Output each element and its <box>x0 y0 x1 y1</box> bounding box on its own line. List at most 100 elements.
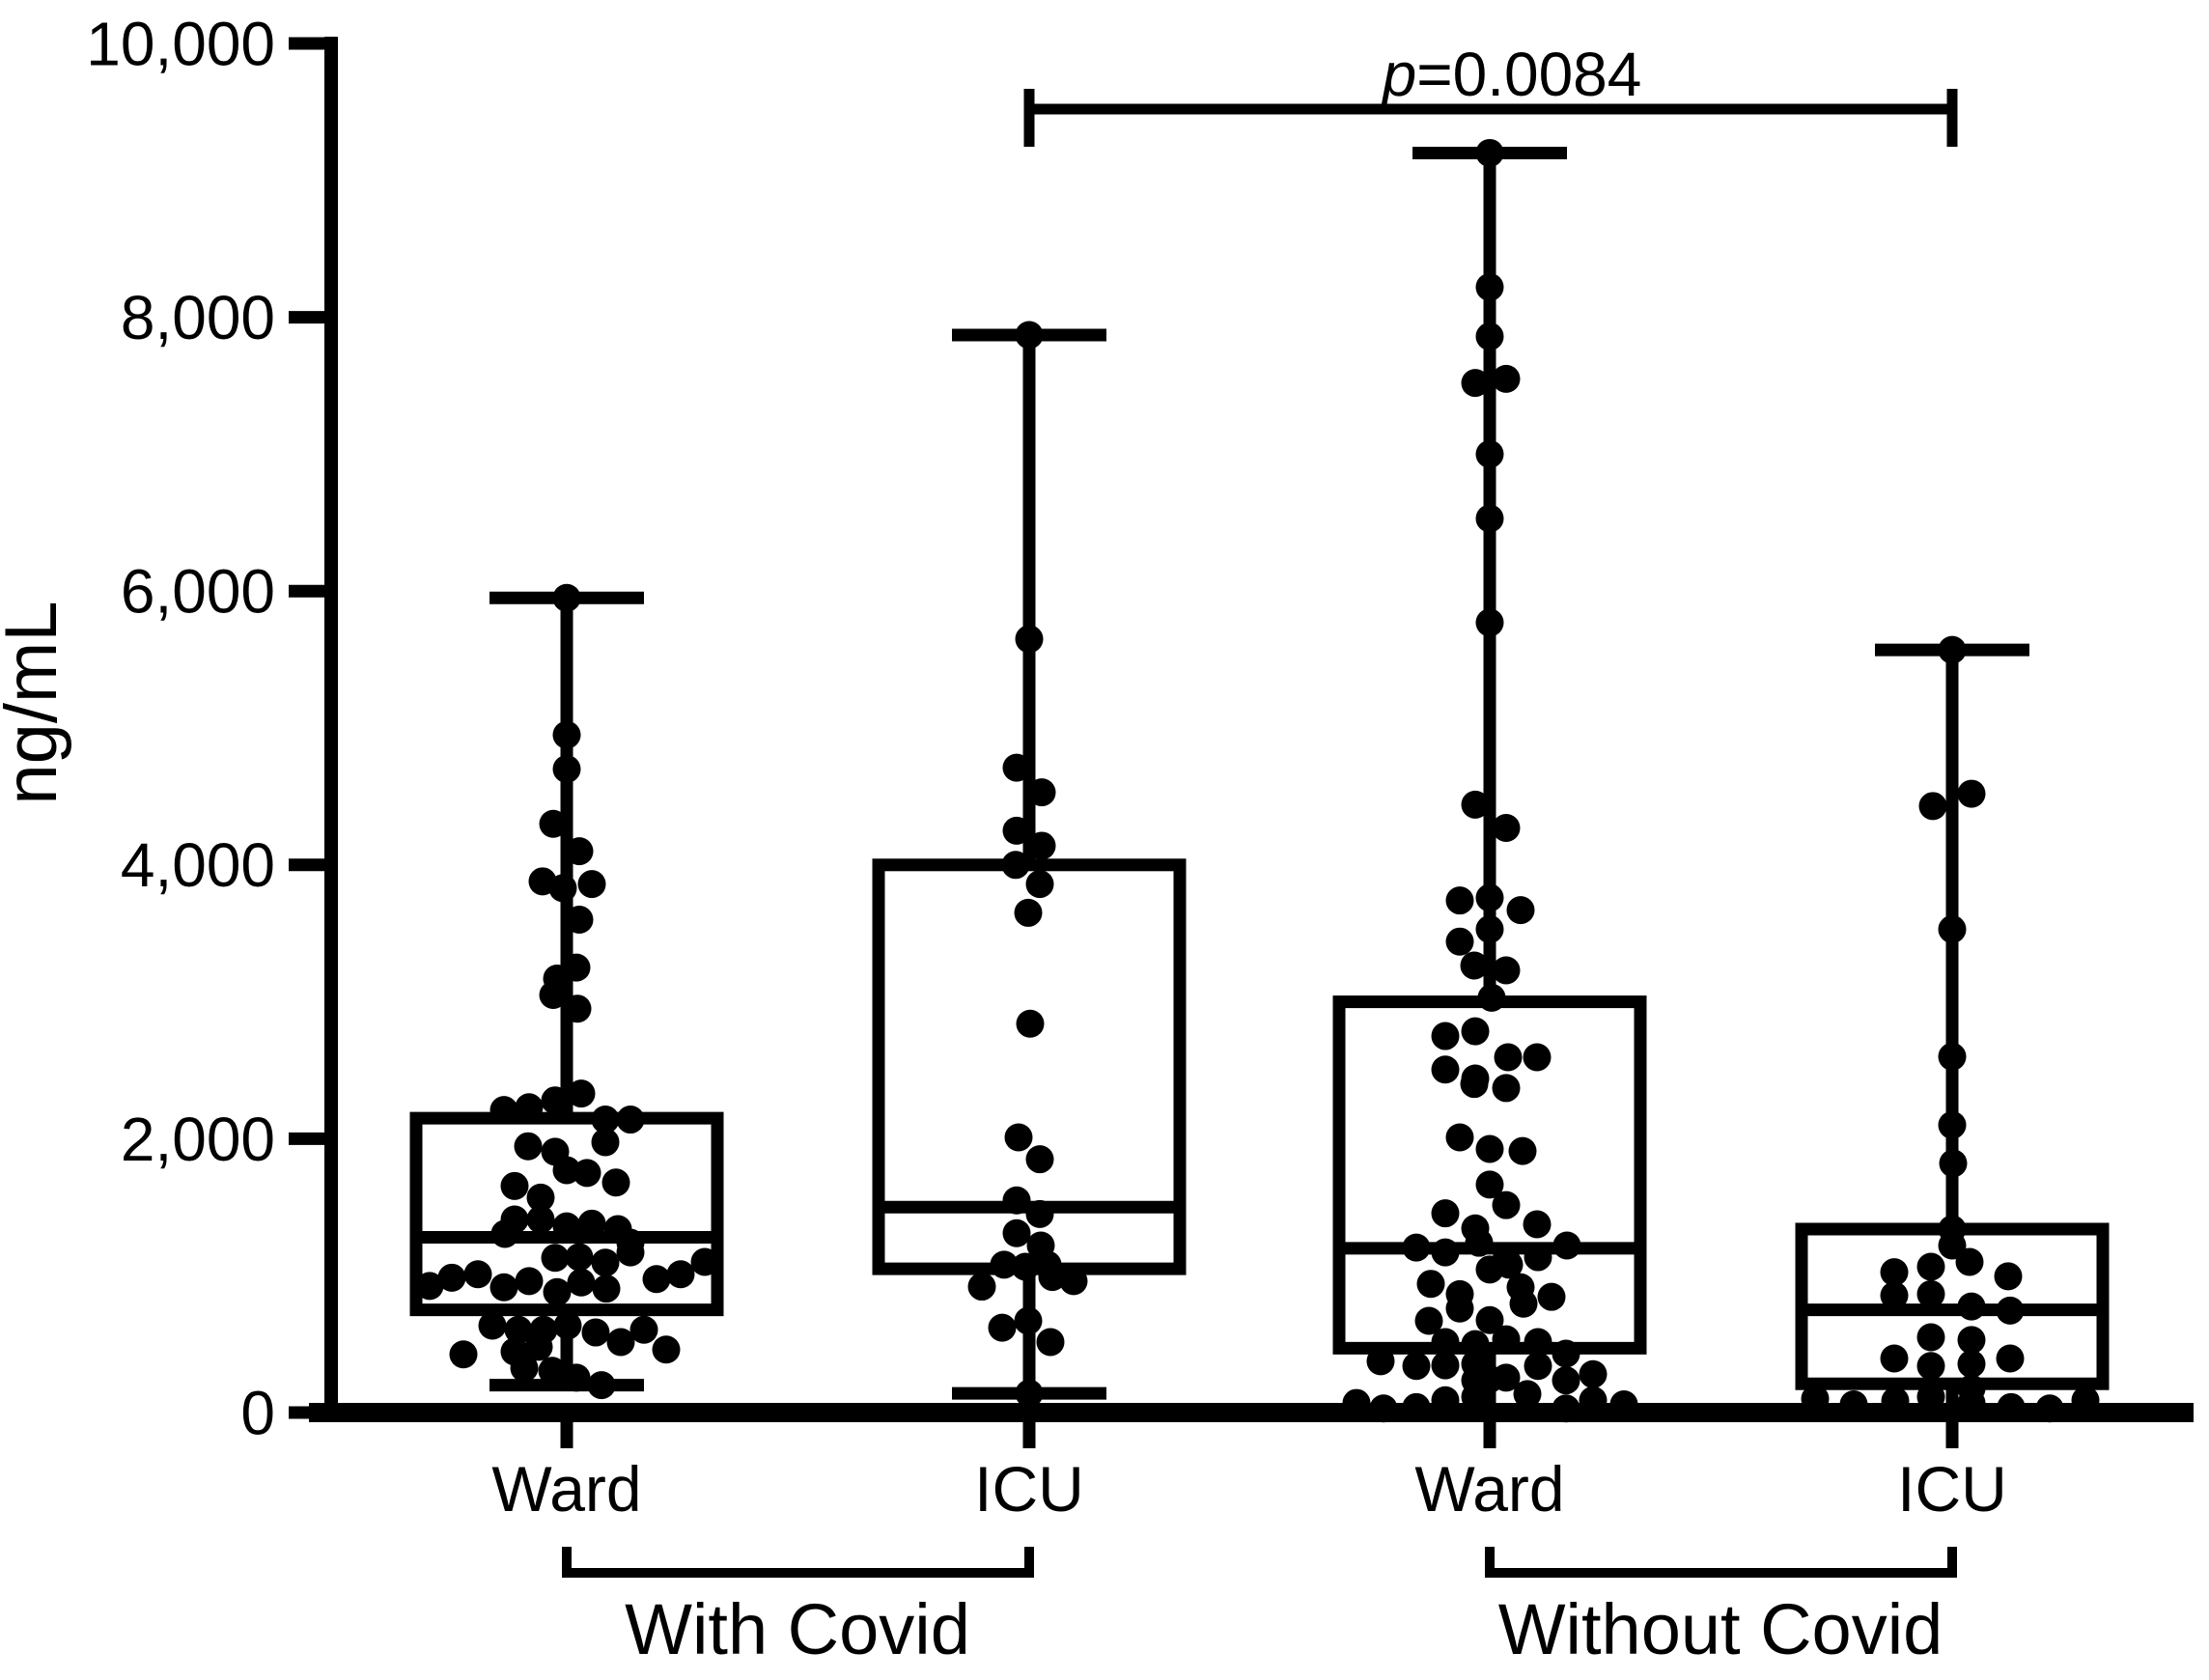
scatter-point <box>1402 1352 1431 1381</box>
x-label-icu-without-covid: ICU <box>1897 1453 2007 1525</box>
scatter-point <box>552 1212 581 1241</box>
scatter-point <box>1938 1110 1967 1139</box>
scatter-point <box>606 1328 635 1357</box>
y-tick-label: 6,000 <box>121 557 275 627</box>
scatter-point <box>1445 1123 1474 1152</box>
scatter-point <box>489 1273 518 1302</box>
group-ward-without-covid <box>1332 138 1647 1448</box>
scatter-point <box>562 1363 591 1392</box>
plot-groups <box>409 138 2110 1448</box>
group-icu-with-covid <box>872 321 1187 1448</box>
scatter-point <box>1445 927 1474 956</box>
scatter-point <box>1475 914 1504 943</box>
scatter-point <box>552 720 581 749</box>
scatter-point <box>1015 321 1044 350</box>
scatter-point <box>1494 1043 1523 1072</box>
scatter-point <box>565 906 594 935</box>
scatter-point <box>1880 1258 1909 1287</box>
scatter-point <box>515 1267 544 1296</box>
scatter-point <box>2071 1386 2100 1414</box>
scatter-point <box>1027 778 1056 807</box>
scatter-point <box>1431 1055 1460 1084</box>
scatter-point <box>565 1243 594 1272</box>
scatter-point <box>629 1315 658 1344</box>
scatter-point <box>1492 814 1521 843</box>
scatter-point <box>1475 439 1504 468</box>
scatter-point <box>1036 1328 1065 1357</box>
scatter-point <box>1461 1383 1490 1412</box>
scatter-point <box>1002 1218 1031 1247</box>
scatter-point <box>541 1086 570 1115</box>
scatter-point <box>1957 1388 1986 1417</box>
scatter-point <box>1509 1289 1538 1318</box>
scatter-point <box>539 981 568 1010</box>
scatter-point <box>1552 1339 1580 1368</box>
scatter-point <box>1524 1328 1552 1357</box>
scatter-point <box>1431 1022 1460 1050</box>
scatter-point <box>1996 1296 2025 1325</box>
scatter-point <box>1537 1282 1566 1311</box>
scatter-point <box>1957 1350 1986 1379</box>
x-label-ward-with-covid: Ward <box>491 1453 641 1525</box>
scatter-point <box>1014 898 1043 927</box>
scatter-point <box>1004 1123 1033 1152</box>
scatter-point <box>1506 896 1535 925</box>
y-tick-label: 10,000 <box>86 9 275 78</box>
significance-bracket: p=0.0084 <box>1023 40 1958 147</box>
scatter-point <box>504 1315 533 1344</box>
x-label-ward-without-covid: Ward <box>1414 1453 1564 1525</box>
scatter-point <box>577 1209 606 1238</box>
scatter-point <box>1001 851 1030 880</box>
scatter-point <box>1916 1352 1945 1381</box>
scatter-point <box>563 994 592 1023</box>
scatter-point <box>1492 1074 1521 1103</box>
cohort-label-without-covid: Without Covid <box>1498 1589 1943 1669</box>
scatter-point <box>1938 914 1967 943</box>
scatter-point <box>1916 1279 1945 1308</box>
scatter-point <box>490 1219 519 1248</box>
scatter-point <box>489 1096 518 1125</box>
scatter-point <box>1461 790 1490 819</box>
y-tick-label: 0 <box>240 1378 275 1447</box>
scatter-point <box>515 1093 544 1122</box>
scatter-point <box>1495 1250 1524 1279</box>
scatter-point <box>1513 1380 1542 1409</box>
scatter-point <box>1524 1243 1552 1272</box>
scatter-point <box>1492 1325 1521 1354</box>
scatter-point <box>1475 322 1504 350</box>
scatter-point <box>1002 753 1031 782</box>
y-axis-ticks: 0 2,000 4,000 6,000 8,000 10,000 <box>86 9 324 1447</box>
scatter-point <box>573 1159 601 1188</box>
scatter-point <box>1523 1043 1552 1072</box>
scatter-point <box>1938 1042 1967 1071</box>
scatter-point <box>2035 1394 2064 1423</box>
scatter-point <box>1475 883 1504 912</box>
scatter-point <box>1523 1210 1552 1239</box>
scatter-point <box>437 1263 466 1292</box>
scatter-point <box>616 1106 645 1134</box>
scatter-point <box>1460 1070 1489 1099</box>
scatter-point <box>543 1277 572 1306</box>
scatter-point <box>967 1273 996 1302</box>
scatter-point <box>1461 1017 1490 1046</box>
scatter-point <box>1880 1281 1909 1310</box>
scatter-point <box>1461 1330 1490 1358</box>
scatter-point <box>690 1247 719 1276</box>
y-tick-label: 4,000 <box>121 830 275 900</box>
scatter-point <box>1002 1186 1031 1215</box>
scatter-point <box>1016 1009 1045 1038</box>
scatter-point <box>539 809 568 838</box>
x-label-icu-with-covid: ICU <box>974 1453 1084 1525</box>
scatter-point <box>1445 1294 1474 1323</box>
scatter-point <box>1475 138 1504 167</box>
scatter-point <box>666 1260 695 1289</box>
box <box>409 1111 724 1317</box>
scatter-point <box>577 870 606 899</box>
scatter-point <box>1025 1145 1054 1174</box>
scatter-point <box>1916 1383 1945 1412</box>
scatter-point <box>478 1311 507 1340</box>
scatter-point <box>1957 1292 1986 1321</box>
scatter-point <box>1997 1392 2026 1421</box>
scatter-point <box>1431 1328 1460 1357</box>
